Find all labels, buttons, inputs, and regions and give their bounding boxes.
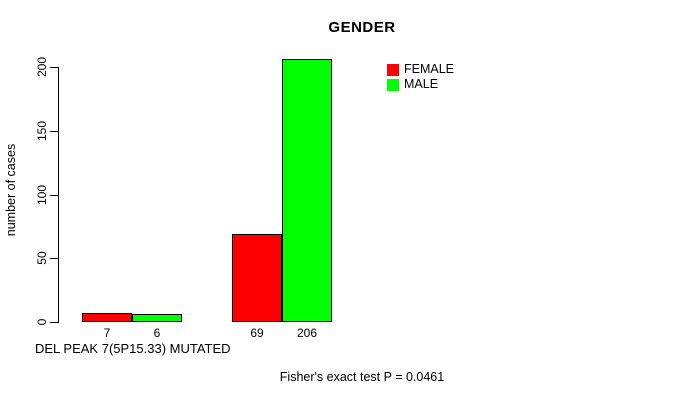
y-tick-label: 100: [35, 184, 49, 206]
y-tick-mark: [50, 258, 58, 259]
bar-female-group2: [232, 234, 282, 322]
bar-value-label: 206: [296, 326, 318, 340]
bar-value-label: 69: [250, 326, 264, 340]
legend-label: FEMALE: [404, 62, 455, 76]
y-tick-label: 200: [35, 56, 49, 78]
annotation-text: Fisher's exact test P = 0.0461: [279, 370, 445, 384]
legend-label: MALE: [404, 77, 439, 91]
bar-male-group2: [282, 59, 332, 322]
legend-item-male: MALE: [387, 77, 454, 92]
y-tick-mark: [50, 67, 58, 68]
y-tick-mark: [50, 322, 58, 323]
x-axis-label: DEL PEAK 7(5P15.33) MUTATED: [35, 341, 231, 356]
y-tick-label: 150: [35, 120, 49, 142]
legend-swatch-icon: [387, 78, 399, 91]
y-axis-line: [58, 67, 59, 323]
bar-male-group1: [132, 314, 182, 322]
y-tick-mark: [50, 195, 58, 196]
y-tick-mark: [50, 131, 58, 132]
legend-swatch-icon: [387, 63, 399, 76]
chart-title: GENDER: [328, 19, 396, 36]
y-tick-label: 0: [35, 318, 49, 326]
legend: FEMALE MALE: [387, 62, 454, 92]
bar-female-group1: [82, 313, 132, 322]
y-axis-title: number of cases: [4, 143, 18, 237]
y-tick-label: 50: [35, 251, 49, 265]
bar-value-label: 6: [153, 326, 161, 340]
legend-item-female: FEMALE: [387, 62, 454, 77]
bar-value-label: 7: [103, 326, 111, 340]
